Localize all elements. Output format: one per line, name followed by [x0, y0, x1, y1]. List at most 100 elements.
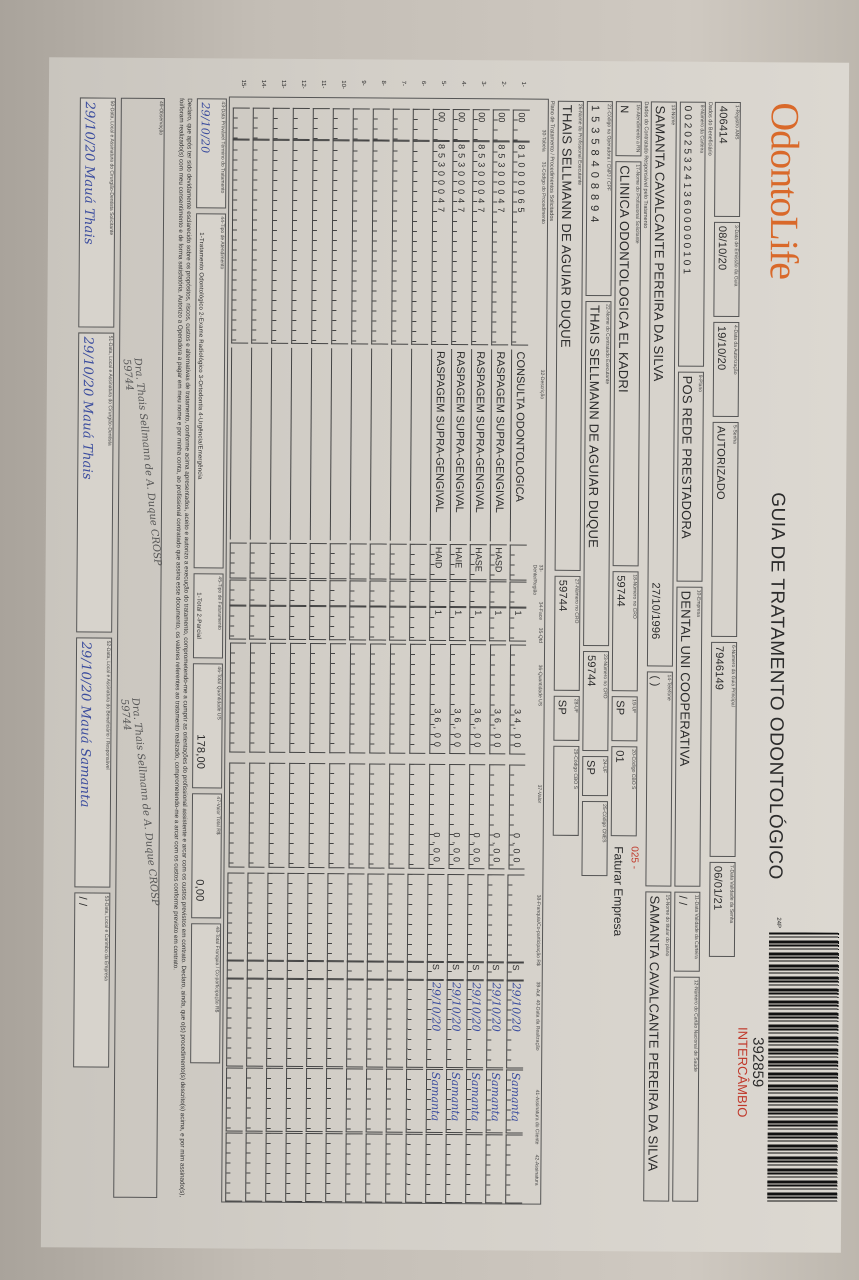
cell-tooth: [329, 543, 347, 580]
cell-qty: [289, 605, 307, 641]
cell-value: [228, 762, 246, 868]
cell-signature2: [285, 1132, 303, 1203]
cell-description: CONSULTA ODONTOLOGICA: [509, 349, 529, 542]
column-header: 40-Data da Realização: [534, 999, 541, 1051]
cell-value: 0,00: [468, 764, 486, 870]
cell-table: [352, 108, 370, 141]
barcode: [767, 932, 840, 1203]
cell-code: [371, 140, 390, 345]
column-header: 32-Descrição: [538, 369, 545, 400]
cell-qty: 1: [469, 607, 487, 642]
cell-description: [289, 347, 309, 541]
cell-signature2: [445, 1134, 463, 1204]
cell-signature2: [385, 1133, 403, 1203]
cell-code: [291, 139, 310, 345]
cell-date: 29/10/20: [426, 978, 444, 1068]
cell-description: [409, 348, 429, 541]
field-data-emissao: 3-Data de Emissão da Guia 08/10/20: [713, 221, 741, 318]
cell-description: [249, 347, 269, 540]
cell-tooth: HAIE: [449, 544, 467, 581]
cell-description: [309, 348, 329, 541]
cell-tooth: [369, 543, 387, 580]
cell-us: 36,00: [489, 644, 507, 755]
field-atendimento-rn: 16-Atendimento a RN N: [615, 101, 642, 157]
field-cro-executante: 23-Número no CRO 59744: [582, 650, 610, 752]
cell-qty: [329, 606, 347, 641]
row-number: 15-: [239, 79, 247, 89]
field-observacao: 49-Observação: [113, 97, 165, 1199]
cell-value: [248, 762, 266, 868]
cell-value: 0,00: [508, 764, 526, 870]
cell-tooth: [249, 542, 267, 579]
column-header: 38-Franquia/Co-participação R$: [534, 894, 542, 966]
declaration-text: Declaro, que após ter sido devidamente e…: [171, 98, 193, 1198]
cell-table: [252, 107, 270, 140]
cell-description: [389, 348, 409, 541]
cell-signature: [345, 1068, 364, 1133]
cell-franchise: [346, 873, 365, 963]
cell-signature2: [325, 1133, 343, 1203]
cell-face: [369, 580, 387, 607]
cell-signature: [385, 1068, 404, 1133]
column-header: 41-Assinatura do Cliente: [533, 1089, 540, 1145]
cell-date: 29/10/20: [446, 979, 464, 1069]
cell-signature: Samanta: [485, 1069, 504, 1134]
cell-franchise: [226, 872, 245, 962]
cell-tooth: HAID: [429, 543, 447, 581]
cell-table: [392, 108, 410, 141]
field-numero-carteira: 8-Número da Carteira 00202532413600000101: [678, 101, 706, 367]
cell-signature2: [365, 1133, 383, 1203]
field-assinatura-dentista: 51-Data, Local e Assinatura do Cirurgião…: [76, 332, 115, 633]
field-tipo-atendimento: 44-Tipo de Atendimento 1-Tratamento Odont…: [193, 213, 227, 569]
column-header: 39-Aut: [534, 981, 541, 997]
cell-qty: 1: [429, 606, 447, 642]
cell-description: [229, 347, 249, 540]
row-number: 1-: [519, 81, 527, 87]
cell-us: 36,00: [449, 644, 467, 755]
cell-signature: Samanta: [465, 1069, 484, 1134]
cell-signature: [365, 1068, 384, 1133]
field-registro-ans: 1-Registro ANS 406414: [714, 101, 741, 218]
cell-franchise: [386, 873, 405, 963]
cell-us: [289, 642, 307, 754]
cell-tooth: HASD: [489, 544, 507, 581]
cell-us: [329, 643, 347, 754]
field-uf-profissional: 28-UF SP: [553, 695, 580, 741]
cell-qty: 1: [489, 607, 507, 642]
cell-code: [311, 140, 330, 345]
cell-face: [229, 579, 247, 606]
cell-description: RASPAGEM SUPRA-GENGIVAL: [469, 349, 489, 542]
cell-signature2: [265, 1132, 283, 1202]
field-cro-solicitante: 18-Número no CRO 59744: [611, 571, 639, 692]
cell-face: [389, 580, 407, 607]
field-telefone: 14-Telefone( ): [645, 671, 673, 887]
cell-date: [386, 978, 404, 1068]
procedures-table: 30-Tabela 31-Código do Procedimento 32-Des…: [221, 80, 549, 1205]
cell-signature: [225, 1067, 244, 1132]
cell-date: [366, 978, 384, 1068]
field-cro-profissional: 27-Número no CRO 59744: [553, 575, 581, 691]
field-uf-solicitante: 19-UF SP: [611, 696, 638, 742]
guide-number: 392859: [748, 1037, 767, 1088]
cell-code: [251, 139, 270, 344]
cell-table: [312, 108, 330, 141]
cell-face: [409, 580, 427, 607]
billing-note-code: 025 -: [628, 846, 640, 870]
cell-face: [289, 579, 307, 607]
cell-qty: [309, 606, 327, 641]
cell-description: [369, 348, 389, 541]
cell-date: [406, 978, 424, 1068]
cell-us: [389, 643, 407, 754]
field-codigo-operadora: 21-Código na Operadora / CNPJ / CPF 15358…: [585, 100, 613, 297]
column-header: 35-Qtd: [537, 627, 544, 643]
cell-franchise: [366, 873, 385, 963]
cell-signature2: [345, 1133, 363, 1203]
cell-value: [268, 762, 286, 868]
cell-qty: 1: [509, 607, 527, 642]
cell-tooth: HASE: [469, 544, 487, 581]
section-beneficiary: Dados do Beneficiário: [706, 101, 713, 156]
column-header: 42-Assinatura: [533, 1154, 540, 1186]
column-header: 36-Quantidade US: [536, 664, 543, 707]
cell-signature: Samanta: [445, 1069, 464, 1134]
cell-franchise: [406, 873, 425, 963]
